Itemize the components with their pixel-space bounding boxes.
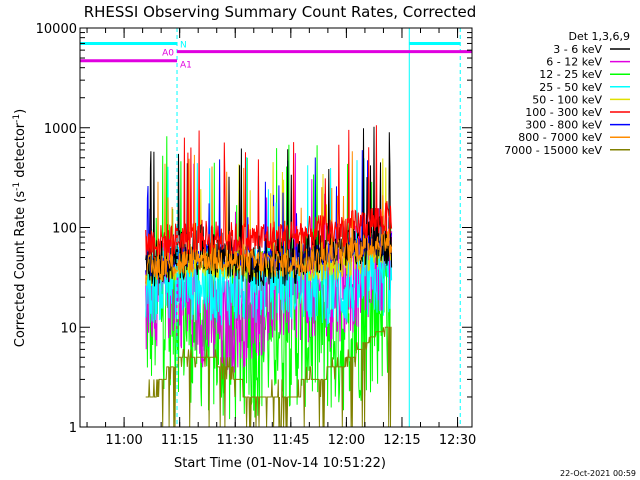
legend-header: Det 1,3,6,9 <box>568 30 630 43</box>
x-tick-label-7: 12:30 <box>439 433 476 448</box>
x-tick-label-5: 12:00 <box>328 433 365 448</box>
y-axis-label-main: Corrected Count Rate (s <box>13 191 28 348</box>
legend-label-3: 12 - 25 keV <box>539 68 602 81</box>
x-tick-label-3: 11:30 <box>217 433 254 448</box>
legend-label-5: 50 - 100 keV <box>532 93 602 106</box>
legend-label-4: 25 - 50 keV <box>539 81 602 94</box>
chart-title: RHESSI Observing Summary Count Rates, Co… <box>84 3 477 21</box>
timestamp: 22-Oct-2021 00:59 <box>560 469 636 478</box>
y-axis-label-mid: detector <box>13 122 28 182</box>
legend-label-8: 800 - 7000 keV <box>518 131 602 144</box>
series-line-6 <box>145 125 393 259</box>
y-axis-label: Corrected Count Rate (s-1 detector-1) <box>12 109 28 347</box>
x-tick-label-1: 11:00 <box>105 433 142 448</box>
x-tick-label-6: 12:15 <box>383 433 420 448</box>
y-tick-label-5: 10000 <box>36 22 77 37</box>
y-axis-label-sup2: -1 <box>12 114 22 123</box>
axes: 1 10 100 1000 10000 11:00 11:15 11:30 11:45 12:00… <box>36 22 477 448</box>
legend-label-1: 3 - 6 keV <box>553 43 602 56</box>
legend-label-9: 7000 - 15000 keV <box>504 144 602 157</box>
y-axis-label-end: ) <box>13 109 28 114</box>
legend-label-2: 6 - 12 keV <box>546 56 602 69</box>
y-tick-label-1: 1 <box>69 421 77 436</box>
x-tick-label-2: 11:15 <box>161 433 198 448</box>
legend-label-6: 100 - 300 keV <box>525 106 602 119</box>
y-tick-label-2: 10 <box>60 321 77 336</box>
series-line-9 <box>145 326 392 428</box>
attenuator-label-1: N <box>180 40 187 50</box>
y-axis-label-sup1: -1 <box>12 182 22 191</box>
legend-label-7: 300 - 800 keV <box>525 119 602 132</box>
attenuator-label-3: A1 <box>180 61 192 71</box>
y-tick-label-3: 100 <box>52 222 77 237</box>
x-tick-label-4: 11:45 <box>272 433 309 448</box>
series-line-8 <box>145 151 393 284</box>
x-axis-label: Start Time (01-Nov-14 10:51:22) <box>174 456 386 471</box>
attenuator-label-2: A0 <box>162 49 174 59</box>
y-tick-label-4: 1000 <box>44 122 77 137</box>
series-layer <box>145 125 393 428</box>
